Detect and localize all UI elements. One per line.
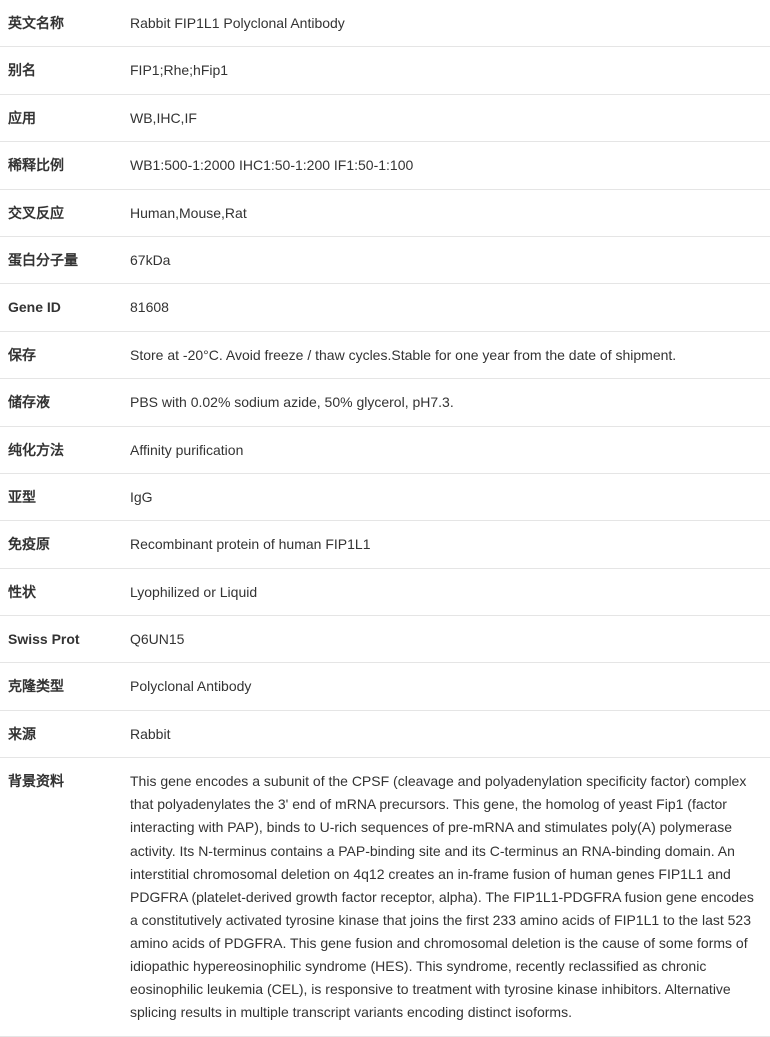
spec-value: This gene encodes a subunit of the CPSF … [130, 758, 770, 1037]
spec-label: 亚型 [0, 473, 130, 520]
spec-label: 应用 [0, 94, 130, 141]
spec-label: 免疫原 [0, 521, 130, 568]
spec-label: 来源 [0, 710, 130, 757]
spec-value: 67kDa [130, 236, 770, 283]
spec-label: 背景资料 [0, 758, 130, 1037]
spec-label: 别名 [0, 47, 130, 94]
spec-value: Recombinant protein of human FIP1L1 [130, 521, 770, 568]
spec-row: 应用WB,IHC,IF [0, 94, 770, 141]
spec-value: Rabbit FIP1L1 Polyclonal Antibody [130, 0, 770, 47]
spec-row: 纯化方法Affinity purification [0, 426, 770, 473]
spec-row: 蛋白分子量67kDa [0, 236, 770, 283]
spec-label: 纯化方法 [0, 426, 130, 473]
spec-row: Swiss ProtQ6UN15 [0, 616, 770, 663]
spec-value: Lyophilized or Liquid [130, 568, 770, 615]
spec-row: 免疫原Recombinant protein of human FIP1L1 [0, 521, 770, 568]
spec-value: Affinity purification [130, 426, 770, 473]
spec-value: IgG [130, 473, 770, 520]
spec-row: 来源Rabbit [0, 710, 770, 757]
spec-row: 交叉反应Human,Mouse,Rat [0, 189, 770, 236]
spec-label: 稀释比例 [0, 142, 130, 189]
spec-row: 别名FIP1;Rhe;hFip1 [0, 47, 770, 94]
spec-row: 英文名称Rabbit FIP1L1 Polyclonal Antibody [0, 0, 770, 47]
product-spec-table: 英文名称Rabbit FIP1L1 Polyclonal Antibody别名F… [0, 0, 770, 1037]
spec-value: 81608 [130, 284, 770, 331]
spec-row: 克隆类型Polyclonal Antibody [0, 663, 770, 710]
spec-label: 储存液 [0, 379, 130, 426]
spec-value: Q6UN15 [130, 616, 770, 663]
spec-row: 背景资料This gene encodes a subunit of the C… [0, 758, 770, 1037]
spec-value: PBS with 0.02% sodium azide, 50% glycero… [130, 379, 770, 426]
spec-label: 保存 [0, 331, 130, 378]
spec-value: WB,IHC,IF [130, 94, 770, 141]
spec-label: 蛋白分子量 [0, 236, 130, 283]
spec-tbody: 英文名称Rabbit FIP1L1 Polyclonal Antibody别名F… [0, 0, 770, 1037]
spec-label: 克隆类型 [0, 663, 130, 710]
spec-value: WB1:500-1:2000 IHC1:50-1:200 IF1:50-1:10… [130, 142, 770, 189]
spec-value: Rabbit [130, 710, 770, 757]
spec-row: 储存液PBS with 0.02% sodium azide, 50% glyc… [0, 379, 770, 426]
spec-label: 交叉反应 [0, 189, 130, 236]
spec-row: 保存Store at -20°C. Avoid freeze / thaw cy… [0, 331, 770, 378]
spec-value: Human,Mouse,Rat [130, 189, 770, 236]
spec-row: 稀释比例WB1:500-1:2000 IHC1:50-1:200 IF1:50-… [0, 142, 770, 189]
spec-row: 亚型IgG [0, 473, 770, 520]
spec-row: Gene ID81608 [0, 284, 770, 331]
spec-value: Polyclonal Antibody [130, 663, 770, 710]
spec-label: Gene ID [0, 284, 130, 331]
spec-label: 英文名称 [0, 0, 130, 47]
spec-value: Store at -20°C. Avoid freeze / thaw cycl… [130, 331, 770, 378]
spec-label: 性状 [0, 568, 130, 615]
spec-value: FIP1;Rhe;hFip1 [130, 47, 770, 94]
spec-row: 性状Lyophilized or Liquid [0, 568, 770, 615]
spec-label: Swiss Prot [0, 616, 130, 663]
